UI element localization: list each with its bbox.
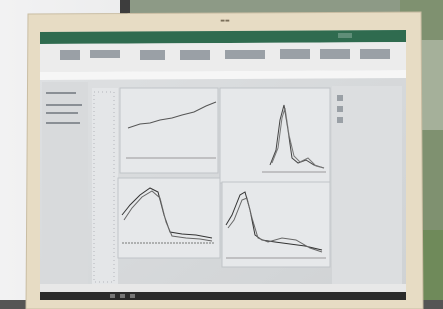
- photo: ▬▬: [0, 0, 443, 309]
- sign-in-button: [338, 33, 352, 38]
- chart-top-left: [120, 88, 218, 173]
- sheet-tabs: [40, 284, 406, 292]
- chart-bottom-left: [118, 178, 220, 258]
- chart-top-right: [220, 88, 330, 183]
- brand-logo: ▬▬: [220, 18, 230, 24]
- taskbar: [40, 292, 406, 300]
- page: ▬▬: [0, 0, 443, 309]
- data-column: [92, 88, 118, 288]
- taskbar-icons: [110, 294, 135, 298]
- chart-bottom-right: [222, 182, 330, 267]
- side-panel-icons: [337, 95, 343, 123]
- side-panel: [332, 86, 402, 291]
